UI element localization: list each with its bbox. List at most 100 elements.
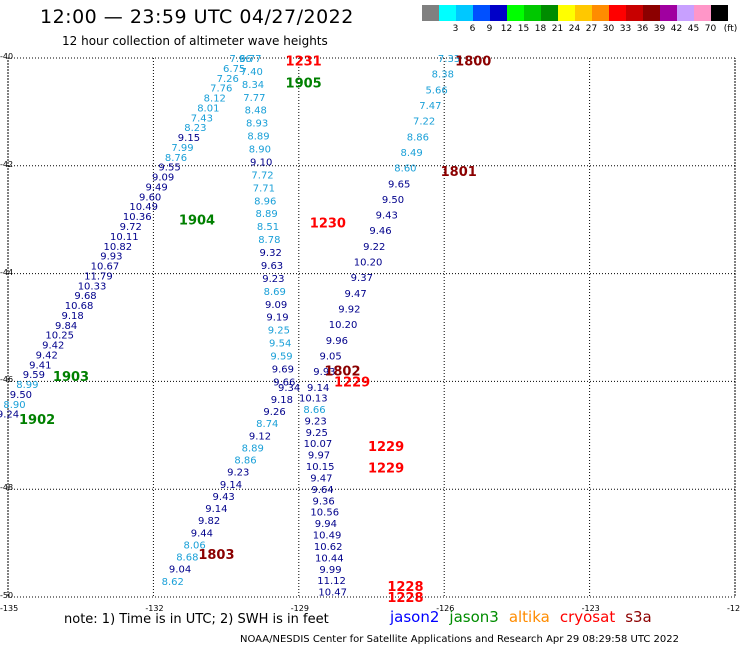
wave-height-label: 8.51 — [257, 222, 279, 233]
wave-height-label: 8.38 — [432, 70, 454, 81]
wave-height-label: 8.96 — [254, 196, 276, 207]
wave-height-label: 9.05 — [320, 351, 342, 362]
color-swatch — [592, 5, 609, 21]
pass-time-label: 1902 — [19, 413, 55, 428]
wave-height-label: 9.97 — [308, 451, 330, 462]
wave-height-label: 9.23 — [227, 468, 249, 479]
wave-height-label: 8.74 — [256, 419, 278, 430]
wave-height-label: 8.01 — [197, 103, 219, 114]
lat-tick-label: -50 — [0, 591, 14, 600]
pass-time-label: 1903 — [53, 370, 89, 385]
footnote: note: 1) Time is in UTC; 2) SWH is in fe… — [64, 612, 329, 627]
satellite-legend: jason2 jason3 altika cryosat s3a — [390, 608, 662, 626]
pass-time-label: 1229 — [368, 462, 404, 477]
pass-time-label: 1228 — [387, 591, 423, 606]
wave-height-label: 9.24 — [0, 410, 19, 421]
wave-height-label: 9.32 — [260, 248, 282, 259]
wave-height-label: 9.72 — [120, 222, 142, 233]
wave-height-label: 8.60 — [394, 164, 416, 175]
wave-height-label: 7.40 — [241, 67, 263, 78]
wave-height-label: 8.12 — [204, 94, 226, 105]
color-scale-label: 18 — [534, 24, 547, 34]
wave-height-label: 9.59 — [270, 352, 292, 363]
color-scale-unit: (ft) — [723, 24, 738, 34]
wave-height-label: 9.14 — [220, 480, 242, 491]
wave-height-label: 7.71 — [253, 183, 275, 194]
wave-height-label: 9.10 — [250, 157, 272, 168]
wave-height-label: 10.49 — [129, 202, 158, 213]
wave-height-label: 8.99 — [16, 380, 38, 391]
wave-height-label: 9.93 — [313, 367, 335, 378]
wave-height-label: 7.99 — [171, 143, 193, 154]
wave-height-label: 9.93 — [100, 252, 122, 263]
wave-height-label: 8.76 — [165, 153, 187, 164]
pass-time-label: 1803 — [198, 548, 234, 563]
lon-tick-label: -135 — [0, 604, 19, 613]
wave-height-label: 8.48 — [245, 106, 267, 117]
wave-height-label: 9.36 — [312, 496, 334, 507]
wave-height-label: 10.13 — [299, 394, 328, 405]
wave-height-label: 9.47 — [310, 473, 332, 484]
color-swatch — [609, 5, 626, 21]
color-swatch — [524, 5, 541, 21]
color-swatch — [541, 5, 558, 21]
wave-height-label: 9.44 — [191, 528, 213, 539]
chart-title: 12:00 — 23:59 UTC 04/27/2022 — [40, 6, 354, 28]
lon-tick-label: -129 — [290, 604, 309, 613]
color-swatch — [507, 5, 524, 21]
color-scale-label: 45 — [687, 24, 700, 34]
wave-height-label: 9.92 — [338, 305, 360, 316]
wave-height-label: 10.62 — [314, 542, 343, 553]
wave-height-label: 8.86 — [234, 456, 256, 467]
wave-height-label: 9.84 — [55, 321, 77, 332]
wave-height-label: 10.68 — [65, 301, 94, 312]
wave-height-label: 9.09 — [152, 173, 174, 184]
color-scale-label: 6 — [469, 24, 476, 34]
wave-height-label: 10.07 — [304, 439, 333, 450]
wave-height-label: 10.33 — [78, 281, 107, 292]
color-swatch — [473, 5, 490, 21]
wave-height-label: 7.76 — [210, 84, 232, 95]
wave-height-label: 10.56 — [310, 508, 339, 519]
wave-height-label: 10.11 — [110, 232, 139, 243]
color-scale-label: 21 — [551, 24, 564, 34]
wave-height-label: 9.23 — [262, 274, 284, 285]
pass-time-label: 1231 — [286, 55, 322, 70]
color-swatch — [439, 5, 456, 21]
wave-height-label: 9.66 — [273, 377, 295, 388]
wave-height-label: 10.20 — [354, 258, 383, 269]
wave-height-label: 8.66 — [303, 405, 325, 416]
lat-tick-label: -42 — [0, 159, 14, 169]
wave-height-label: 9.19 — [266, 313, 288, 324]
wave-height-label: 8.69 — [264, 287, 286, 298]
lon-tick-label: -132 — [145, 604, 164, 613]
pass-time-label: 1801 — [441, 165, 477, 180]
color-swatch — [677, 5, 694, 21]
wave-height-label: 9.25 — [306, 428, 328, 439]
satellite-legend-item: s3a — [625, 608, 652, 626]
wave-height-label: 9.65 — [388, 179, 410, 190]
pass-time-label: 1229 — [368, 440, 404, 455]
wave-height-label: 8.86 — [407, 132, 429, 143]
wave-height-label: 11.12 — [317, 576, 346, 587]
lat-tick-label: -46 — [0, 375, 14, 385]
wave-height-label: 9.42 — [36, 350, 58, 361]
color-scale-label: 70 — [704, 24, 717, 34]
wave-height-label: 10.82 — [104, 242, 133, 253]
color-scale-label: 33 — [619, 24, 632, 34]
color-swatch — [490, 5, 507, 21]
wave-height-label: 5.66 — [425, 85, 447, 96]
wave-height-label: 8.34 — [242, 80, 264, 91]
wave-height-label: 9.50 — [382, 195, 404, 206]
wave-height-label: 9.64 — [311, 485, 333, 496]
wave-height-label: 9.34 — [278, 383, 300, 394]
wave-height-label: 10.67 — [91, 262, 120, 273]
wave-height-label: 9.18 — [271, 395, 293, 406]
wave-height-label: 10.44 — [315, 553, 344, 564]
wave-height-label: 9.55 — [158, 163, 180, 174]
wave-height-label: 7.22 — [413, 117, 435, 128]
wave-height-label: 9.69 — [272, 364, 294, 375]
wave-height-label: 11.79 — [84, 271, 113, 282]
satellite-legend-item: cryosat — [559, 608, 616, 626]
wave-height-label: 6.75 — [223, 64, 245, 75]
